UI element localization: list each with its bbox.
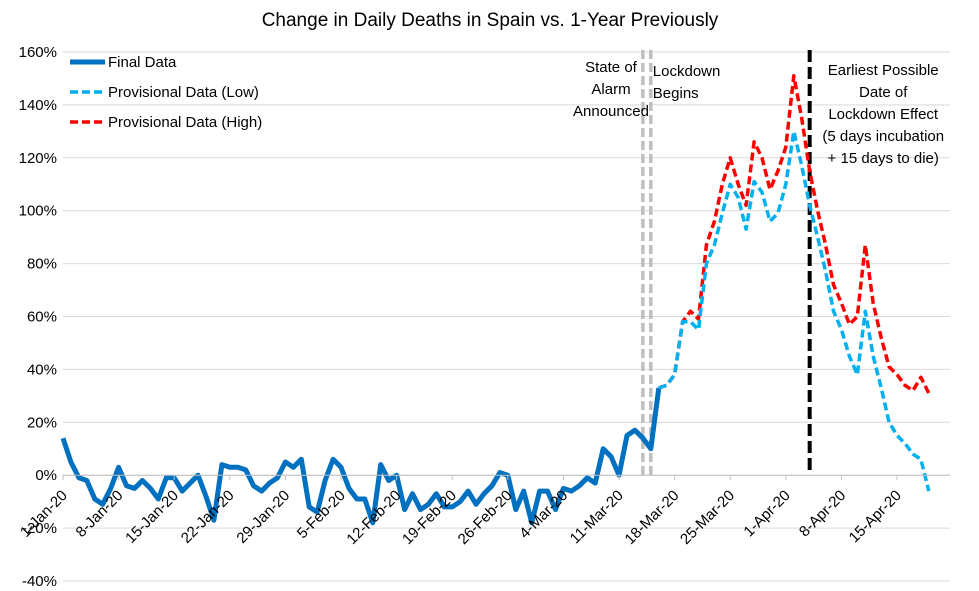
y-tick-label: -40%	[22, 573, 57, 590]
legend-label: Provisional Data (High)	[108, 114, 262, 131]
x-tick-label: 1-Apr-20	[740, 487, 793, 540]
series-line	[658, 129, 931, 492]
y-tick-label: 20%	[27, 414, 57, 431]
y-tick-label: -20%	[22, 520, 57, 537]
y-tick-label: 140%	[19, 97, 57, 114]
y-tick-label: 80%	[27, 256, 57, 273]
y-tick-label: 100%	[19, 203, 57, 220]
x-tick-label: 15-Apr-20	[846, 487, 905, 546]
legend: Final Data Provisional Data (Low) Provisio…	[70, 54, 262, 131]
x-tick-label: 25-Mar-20	[677, 487, 738, 548]
vertical-reference-lines	[641, 50, 812, 476]
x-tick-label: 8-Jan-20	[73, 487, 127, 541]
series-line	[658, 74, 931, 394]
y-tick-label: 0%	[35, 467, 57, 484]
legend-label: Final Data	[108, 54, 177, 71]
y-tick-label: 120%	[19, 150, 57, 167]
x-tick-label: 11-Mar-20	[567, 487, 627, 547]
annotation: State of Alarm Announced	[573, 59, 649, 120]
x-tick-label: 19-Feb-20	[399, 487, 460, 548]
series-line	[60, 387, 662, 526]
x-tick-label: 8-Apr-20	[796, 487, 849, 540]
series-lines	[60, 74, 931, 526]
x-tick-label: 15-Jan-20	[122, 487, 182, 547]
annotation: Earliest Possible Date of Lockdown Effect(…	[822, 62, 944, 167]
legend-label: Provisional Data (Low)	[108, 84, 259, 101]
x-tick-label: 29-Jan-20	[233, 487, 293, 547]
y-tick-label: 160%	[19, 44, 57, 61]
x-axis: 1-Jan-20 8-Jan-2015-Jan-2022-Jan-2029-Jan…	[17, 474, 950, 548]
y-tick-label: 60%	[27, 309, 57, 326]
chart-title: Change in Daily Deaths in Spain vs. 1-Ye…	[262, 10, 719, 31]
y-tick-label: 40%	[27, 361, 57, 378]
x-tick-label: 18-Mar-20	[622, 487, 683, 548]
y-axis: -40% -20% 0% 20% 40% 60% 80% 100% 120% 140% 160%	[19, 44, 57, 590]
annotation: Lockdown Begins	[653, 63, 721, 102]
